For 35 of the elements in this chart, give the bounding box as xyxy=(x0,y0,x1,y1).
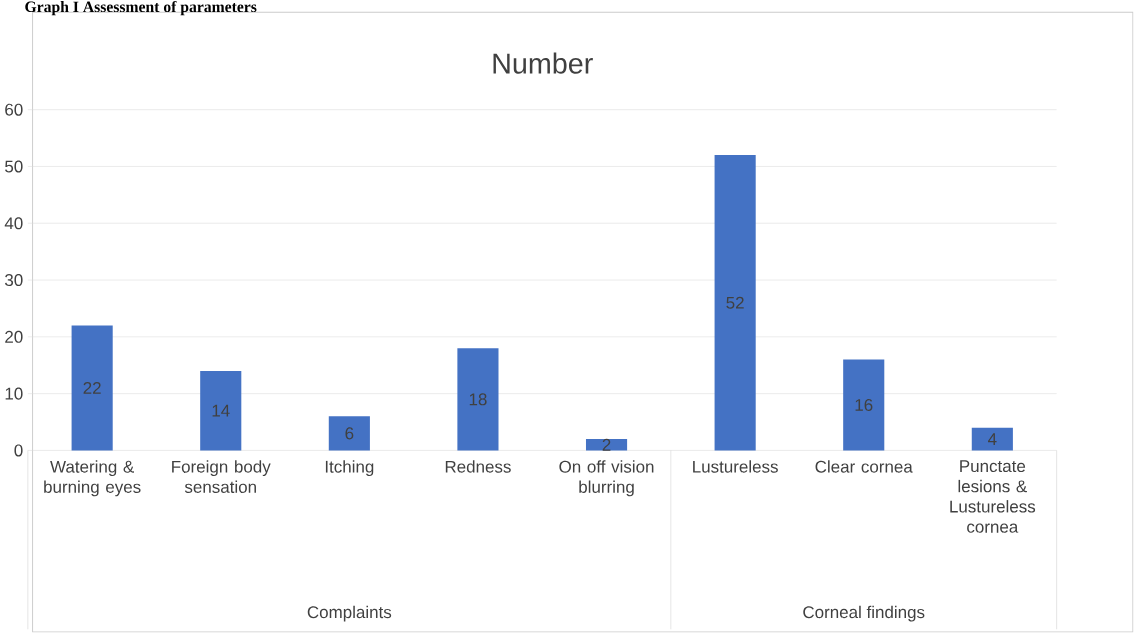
bar xyxy=(843,359,885,451)
y-tick-label: 40 xyxy=(4,217,23,230)
y-tick-label: 50 xyxy=(5,160,23,173)
y-tick-label: 0 xyxy=(14,444,23,457)
bar xyxy=(200,371,242,451)
x-tick-label: Punctate lesions & Lustureless cornea xyxy=(950,460,1036,534)
x-tick-label: Redness xyxy=(445,460,511,473)
bar xyxy=(457,348,499,451)
data-label: 16 xyxy=(855,399,873,412)
bar xyxy=(71,325,113,451)
y-tick-label: 60 xyxy=(5,103,23,116)
y-tick-label: 10 xyxy=(5,387,23,400)
bar xyxy=(328,416,370,451)
x-tick-label: Lustureless xyxy=(693,460,778,473)
text: Complaints xyxy=(307,605,392,622)
data-label: 6 xyxy=(345,427,354,440)
data-label: 2 xyxy=(602,439,611,451)
x-tick-label: Itching xyxy=(325,460,374,477)
x-tick-label: On off vision blurring xyxy=(559,460,654,497)
bar xyxy=(714,155,756,451)
data-label: 18 xyxy=(469,393,487,406)
y-tick-label: 20 xyxy=(5,331,23,344)
data-label: 22 xyxy=(83,382,101,395)
data-label: 4 xyxy=(988,433,997,446)
y-tick-label: 30 xyxy=(5,274,23,287)
chart-title: Number xyxy=(493,52,593,74)
text: Corneal findings xyxy=(803,605,925,622)
bar xyxy=(585,439,628,451)
x-tick-label: Clear cornea xyxy=(815,460,913,473)
x-tick-label: Foreign body sensation xyxy=(172,460,271,494)
text: Graph I Assessment of parameters xyxy=(25,1,257,16)
data-label: 14 xyxy=(212,405,230,417)
x-tick-label: Watering & burning eyes xyxy=(44,460,141,497)
bar xyxy=(971,427,1013,451)
data-label: 52 xyxy=(726,296,744,309)
